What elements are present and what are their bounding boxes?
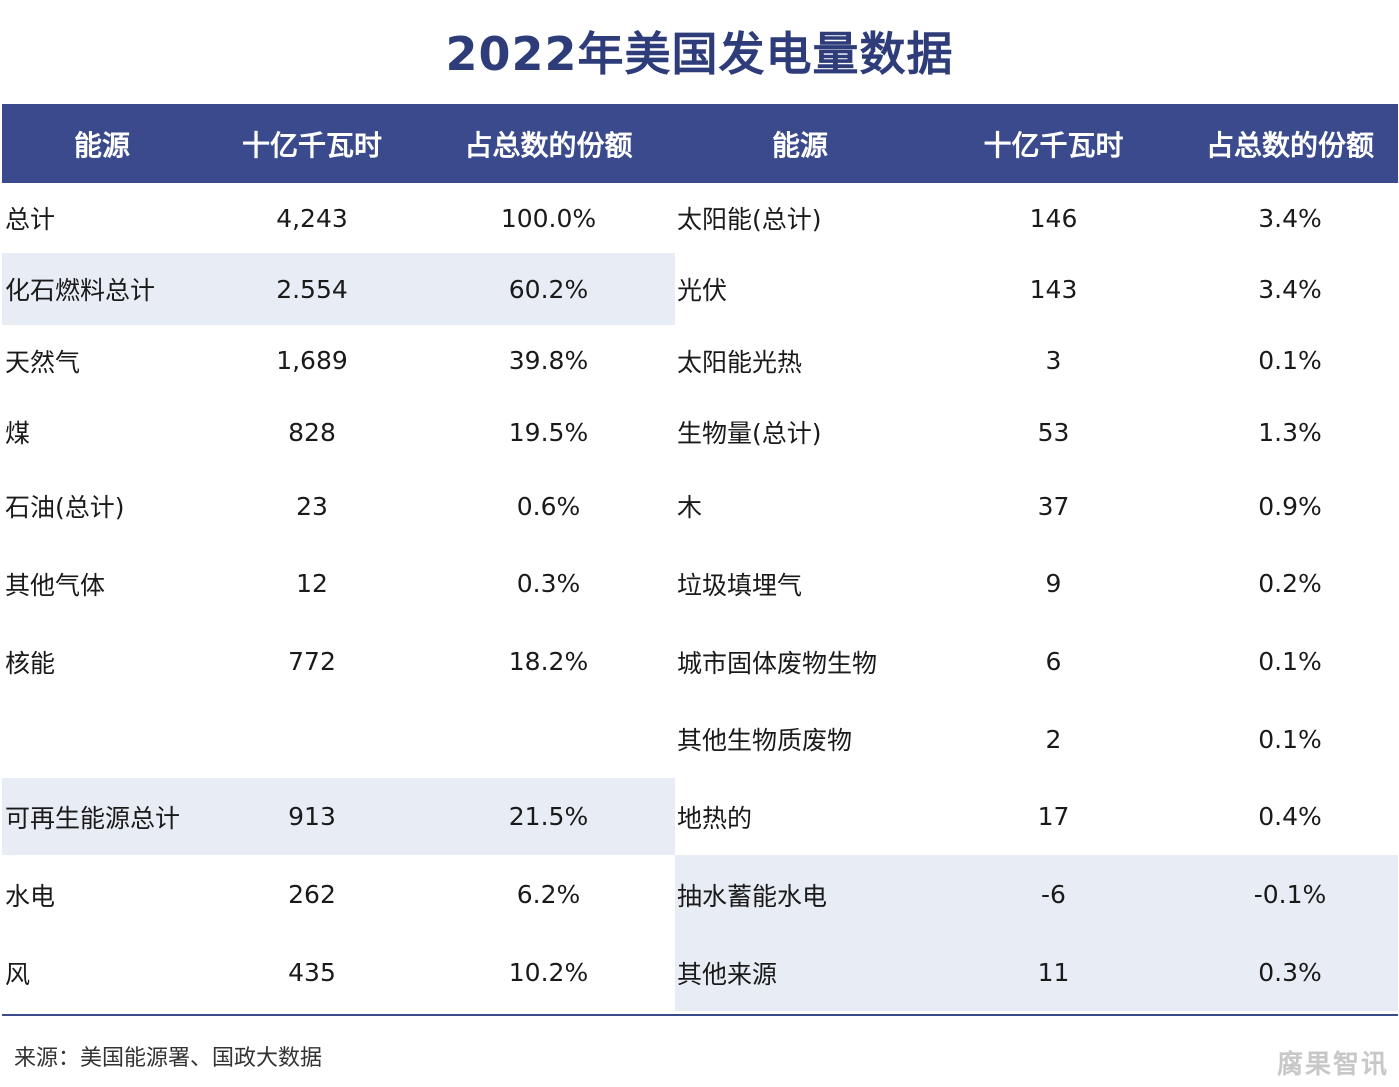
- header-energy-left: 能源: [73, 128, 130, 162]
- share-value: 0.6%: [516, 491, 581, 521]
- twh-value: 772: [288, 647, 336, 676]
- energy-name: 其他生物质废物: [677, 726, 853, 755]
- share-value: 100.0%: [500, 203, 597, 233]
- table-row: 其他生物质废物 2 0.1%: [2, 700, 1398, 778]
- twh-value: 262: [288, 880, 336, 909]
- share-value: [422, 700, 675, 778]
- table-header: 能源 十亿千瓦时 占总数的份额 能源 十亿千瓦时 占总数的份额: [2, 104, 1398, 183]
- energy-name: 太阳能光热: [677, 347, 803, 377]
- energy-name: 垃圾填埋气: [677, 570, 803, 600]
- share-value: 0.1%: [1258, 346, 1322, 375]
- twh-value: 9: [1045, 569, 1062, 598]
- twh-value: 146: [1029, 203, 1078, 233]
- energy-name: 总计: [5, 205, 56, 234]
- twh-value: 435: [288, 958, 336, 987]
- table-row: 总计 4,243 100.0% 太阳能(总计) 146 3.4%: [2, 183, 1398, 253]
- share-value: 6.2%: [516, 880, 581, 909]
- twh-value: 17: [1037, 802, 1070, 831]
- twh-value: 1,689: [276, 346, 348, 375]
- share-value: 0.1%: [1258, 724, 1322, 754]
- share-value: 19.5%: [508, 417, 589, 447]
- header-twh-left: 十亿千瓦时: [241, 128, 382, 162]
- twh-value: 828: [288, 417, 336, 447]
- header-share-right: 占总数的份额: [1205, 128, 1374, 162]
- share-value: 3.4%: [1258, 274, 1322, 304]
- header-twh-right: 十亿千瓦时: [983, 128, 1124, 162]
- source-note: 来源：美国能源署、国政大数据: [14, 1046, 323, 1071]
- energy-name: 煤: [5, 419, 31, 448]
- table-row: 风 435 10.2% 其他来源 11 0.3%: [2, 934, 1398, 1011]
- share-value: 60.2%: [422, 253, 675, 325]
- twh-value: 11: [925, 934, 1182, 1011]
- twh-value: 143: [1029, 274, 1078, 304]
- energy-name: 抽水蓄能水电: [675, 855, 925, 934]
- energy-table: 能源 十亿千瓦时 占总数的份额 能源 十亿千瓦时 占总数的份额 总计 4,243 1…: [2, 104, 1398, 1011]
- share-value: 21.5%: [422, 778, 675, 855]
- table-row: 石油(总计) 23 0.6% 木 37 0.9%: [2, 468, 1398, 544]
- share-value: 0.1%: [1258, 647, 1322, 676]
- table-row: 水电 262 6.2% 抽水蓄能水电 -6 -0.1%: [2, 855, 1398, 934]
- twh-value: 12: [296, 569, 328, 598]
- share-value: 1.3%: [1258, 417, 1322, 447]
- energy-name: [2, 700, 202, 778]
- twh-value: 2.554: [202, 253, 422, 325]
- twh-value: -6: [925, 855, 1182, 934]
- twh-value: 3: [1045, 346, 1062, 375]
- energy-name: 天然气: [5, 347, 81, 377]
- energy-name: 化石燃料总计: [2, 253, 202, 325]
- bottom-divider: [2, 1014, 1398, 1016]
- twh-value: 2: [1045, 724, 1062, 754]
- energy-name: 生物量(总计): [677, 419, 822, 448]
- twh-value: 6: [1045, 647, 1062, 676]
- table-row: 天然气 1,689 39.8% 太阳能光热 3 0.1%: [2, 325, 1398, 396]
- table-row: 化石燃料总计 2.554 60.2% 光伏 143 3.4%: [2, 253, 1398, 325]
- table-row: 其他气体 12 0.3% 垃圾填埋气 9 0.2%: [2, 544, 1398, 623]
- twh-value: 4,243: [276, 203, 348, 233]
- table-row: 煤 828 19.5% 生物量(总计) 53 1.3%: [2, 396, 1398, 468]
- share-value: 0.9%: [1258, 491, 1322, 521]
- share-value: 3.4%: [1258, 203, 1322, 233]
- energy-name: 风: [5, 959, 31, 989]
- energy-name: 地热的: [677, 803, 753, 833]
- share-value: 10.2%: [508, 958, 589, 987]
- twh-value: 913: [202, 778, 422, 855]
- share-value: 39.8%: [508, 346, 589, 375]
- watermark-logo: 腐果智讯: [1276, 1050, 1389, 1080]
- share-value: 18.2%: [508, 647, 589, 676]
- share-value: 0.3%: [1182, 934, 1398, 1011]
- energy-name: 光伏: [677, 276, 728, 305]
- twh-value: 53: [1037, 417, 1070, 447]
- header-energy-right: 能源: [771, 128, 828, 162]
- energy-name: 其他来源: [675, 934, 925, 1011]
- table-row: 可再生能源总计 913 21.5% 地热的 17 0.4%: [2, 778, 1398, 855]
- energy-name: 其他气体: [5, 570, 106, 600]
- energy-name: 石油(总计): [5, 493, 125, 522]
- twh-value: [202, 700, 422, 778]
- twh-value: 23: [296, 491, 328, 521]
- header-share-left: 占总数的份额: [464, 128, 633, 162]
- table-row: 核能 772 18.2% 城市固体废物生物 6 0.1%: [2, 623, 1398, 700]
- share-value: 0.3%: [516, 569, 581, 598]
- energy-name: 核能: [5, 648, 56, 678]
- table-body: 总计 4,243 100.0% 太阳能(总计) 146 3.4% 化石燃料总计 2.554 60…: [2, 183, 1398, 1011]
- twh-value: 37: [1037, 491, 1070, 521]
- energy-name: 太阳能(总计): [677, 205, 822, 234]
- chart-title: 2022年美国发电量数据: [445, 27, 954, 81]
- energy-name: 水电: [5, 881, 56, 911]
- energy-name: 木: [677, 493, 703, 522]
- share-value: 0.2%: [1258, 569, 1322, 598]
- energy-name: 可再生能源总计: [2, 778, 202, 855]
- energy-name: 城市固体废物生物: [677, 648, 878, 678]
- share-value: 0.4%: [1258, 802, 1322, 831]
- share-value: -0.1%: [1182, 855, 1398, 934]
